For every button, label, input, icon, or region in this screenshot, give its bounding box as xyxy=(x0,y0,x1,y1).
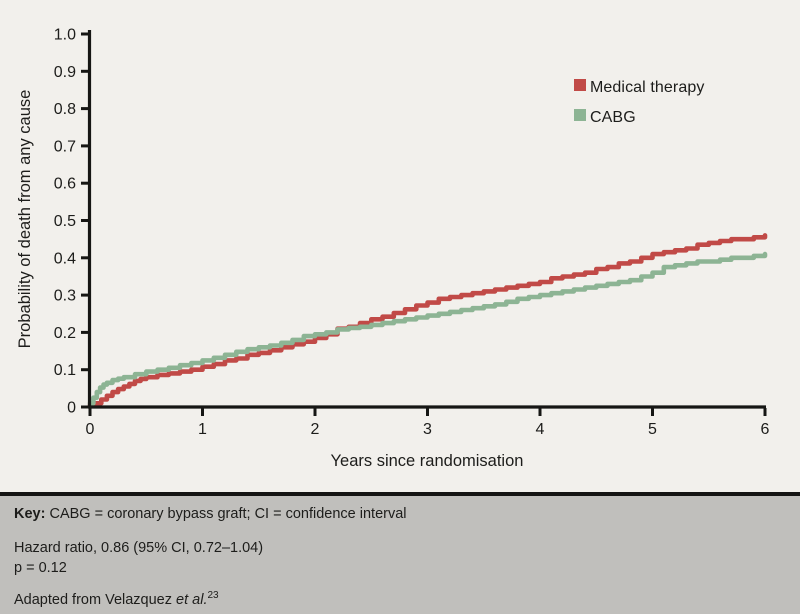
legend-label-cabg: CABG xyxy=(590,108,636,126)
x-axis-title: Years since randomisation xyxy=(331,452,524,470)
y-tick-label: 0.6 xyxy=(54,176,76,193)
x-tick-label: 6 xyxy=(761,421,770,438)
y-axis-title: Probability of death from any cause xyxy=(16,90,34,349)
footer-panel: Key: CABG = coronary bypass graft; CI = … xyxy=(0,492,800,614)
cabg-curve xyxy=(87,251,768,406)
x-tick-label: 0 xyxy=(86,421,95,438)
source-reference-number: 23 xyxy=(207,590,219,602)
medical-therapy-swatch-icon xyxy=(574,78,586,91)
y-tick-label: 0.1 xyxy=(54,362,76,379)
x-tick-label: 5 xyxy=(648,421,657,438)
tick-label-layer: 0 0.1 0.2 0.3 0.4 0.5 0.6 0.7 0.8 0.9 1.0 0 1 2 3 4 5 6 xyxy=(54,27,770,439)
y-tick-label: 0.3 xyxy=(54,288,76,305)
axes-layer xyxy=(87,30,766,409)
y-tick-label: 0 xyxy=(67,400,76,417)
medical-therapy-curve xyxy=(87,233,768,408)
x-tick-label: 2 xyxy=(311,421,320,438)
y-tick-label: 0.8 xyxy=(54,101,76,118)
x-tick-label: 4 xyxy=(536,421,545,438)
y-tick-label: 1.0 xyxy=(54,27,76,44)
hazard-ratio-line: Hazard ratio, 0.86 (95% CI, 0.72–1.04) xyxy=(14,540,264,556)
source-prefix: Adapted from Velazquez xyxy=(14,592,177,608)
p-value-line: p = 0.12 xyxy=(14,560,67,576)
y-tick-label: 0.7 xyxy=(54,138,76,155)
source-line: Adapted from Velazquez et al.23 xyxy=(0,591,800,610)
legend-label-medical-therapy: Medical therapy xyxy=(590,78,705,96)
curves-layer xyxy=(87,233,768,408)
y-tick-label: 0.5 xyxy=(54,213,76,230)
key-label: Key: xyxy=(14,506,46,522)
x-tick-label: 3 xyxy=(423,421,432,438)
tick-layer xyxy=(81,32,767,416)
survival-chart: 0 0.1 0.2 0.3 0.4 0.5 0.6 0.7 0.8 0.9 1.0 0 1 2 3 4 5 6 Y… xyxy=(16,27,770,471)
legend-item-cabg: CABG xyxy=(574,107,704,128)
y-tick-label: 0.9 xyxy=(54,64,76,81)
legend: Medical therapy CABG xyxy=(574,77,704,128)
key-line: Key: CABG = coronary bypass graft; CI = … xyxy=(0,505,800,524)
cabg-swatch-icon xyxy=(574,108,586,121)
y-tick-label: 0.4 xyxy=(54,250,76,267)
chart-canvas: 0 0.1 0.2 0.3 0.4 0.5 0.6 0.7 0.8 0.9 1.0 0 1 2 3 4 5 6 Y… xyxy=(16,27,770,471)
x-tick-label: 1 xyxy=(198,421,207,438)
legend-item-medical-therapy: Medical therapy xyxy=(574,77,704,98)
key-text: CABG = coronary bypass graft; CI = confi… xyxy=(45,506,407,522)
source-italic: et al. xyxy=(176,592,208,608)
y-tick-label: 0.2 xyxy=(54,325,76,342)
